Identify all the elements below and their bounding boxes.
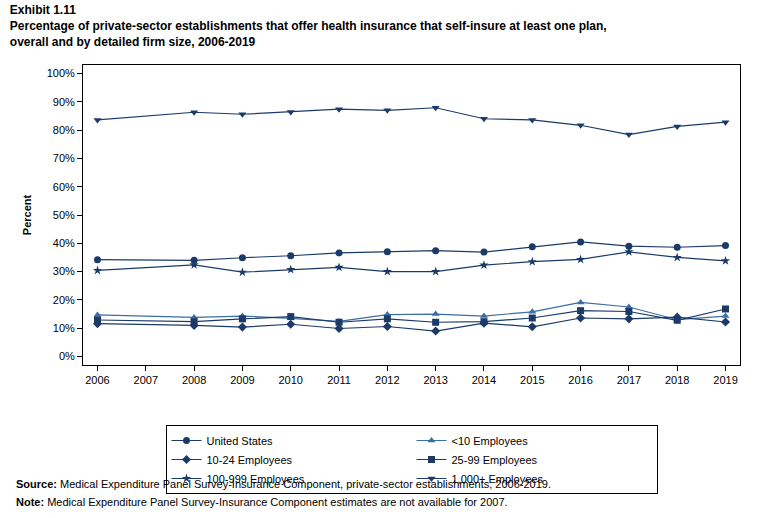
svg-text:Percent: Percent [21,194,33,235]
svg-text:50%: 50% [53,209,75,221]
svg-text:<10 Employees: <10 Employees [452,435,529,447]
svg-text:Exhibit 1.11Percentage of priv: Exhibit 1.11Percentage of private-sector… [10,3,607,48]
svg-text:Source: Medical Expenditure Pa: Source: Medical Expenditure Panel Survey… [16,478,551,490]
svg-text:2012: 2012 [375,374,399,386]
svg-text:60%: 60% [53,181,75,193]
svg-text:2011: 2011 [327,374,351,386]
svg-text:1,000+ Employees: 1,000+ Employees [452,473,544,485]
svg-text:2019: 2019 [713,374,737,386]
svg-text:2015: 2015 [520,374,544,386]
svg-text:United States: United States [207,435,274,447]
svg-text:20%: 20% [53,294,75,306]
svg-text:2013: 2013 [423,374,447,386]
svg-text:0%: 0% [59,350,75,362]
svg-text:2016: 2016 [568,374,592,386]
svg-text:2018: 2018 [665,374,689,386]
svg-text:2010: 2010 [278,374,302,386]
svg-text:2017: 2017 [617,374,641,386]
svg-text:Note: Medical Expenditure Pane: Note: Medical Expenditure Panel Survey-I… [16,496,508,508]
svg-text:2006: 2006 [85,374,109,386]
svg-text:100-999 Employees: 100-999 Employees [207,473,305,485]
svg-text:2009: 2009 [230,374,254,386]
svg-text:70%: 70% [53,152,75,164]
svg-text:100%: 100% [47,67,75,79]
svg-text:2007: 2007 [134,374,158,386]
svg-text:2014: 2014 [472,374,496,386]
svg-text:2008: 2008 [182,374,206,386]
svg-text:10-24 Employees: 10-24 Employees [207,454,293,466]
svg-text:25-99 Employees: 25-99 Employees [452,454,538,466]
svg-text:10%: 10% [53,322,75,334]
svg-text:30%: 30% [53,265,75,277]
svg-text:40%: 40% [53,237,75,249]
svg-text:90%: 90% [53,96,75,108]
svg-text:80%: 80% [53,124,75,136]
